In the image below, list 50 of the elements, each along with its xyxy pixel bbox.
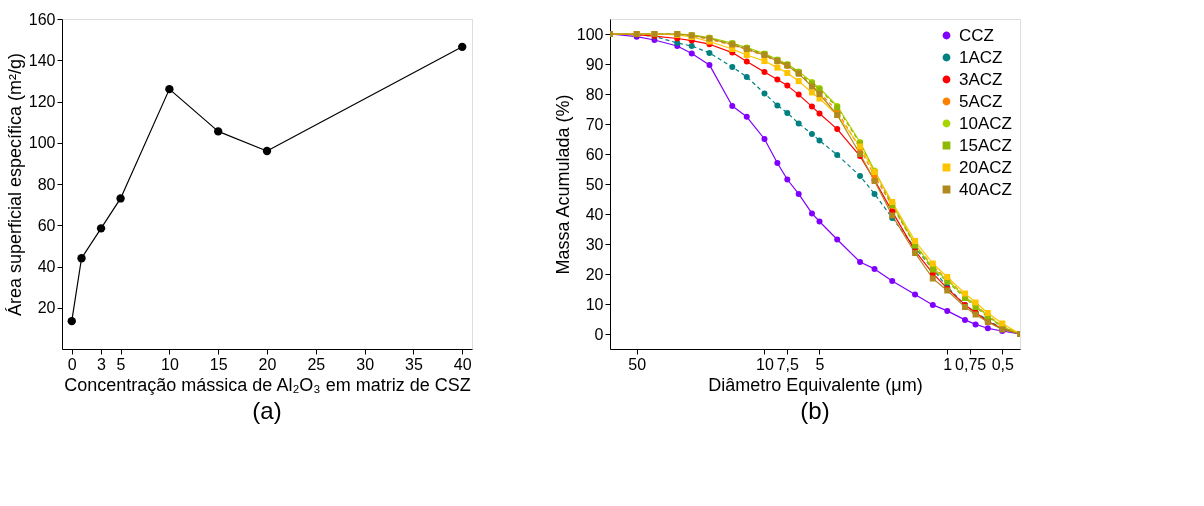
x-tick-label: 50 [628, 355, 647, 373]
x-tick-label: 0,5 [991, 355, 1014, 373]
y-tick-label: 80 [585, 85, 604, 103]
x-tick-label: 7,5 [776, 355, 800, 373]
y-tick-label: 70 [585, 115, 604, 133]
y-tick-label: 60 [37, 216, 56, 234]
legend-label: 10ACZ [959, 113, 1012, 133]
y-tick-label: 30 [585, 235, 604, 253]
x-tick-label: 5 [815, 355, 825, 373]
x-tick-label: 0 [67, 355, 77, 373]
x-tick-label: 40 [453, 355, 472, 373]
legend-label: CCZ [959, 25, 994, 45]
y-axis-title: Área superficial específica (m²/g) [4, 52, 25, 317]
y-tick-label: 90 [585, 55, 604, 73]
y-tick-label: 40 [37, 258, 56, 275]
y-tick-label: 100 [576, 25, 604, 43]
legend-label: 1ACZ [959, 47, 1003, 67]
y-tick-label: 10 [585, 295, 604, 313]
text: (a) [252, 397, 282, 424]
x-tick-label: 35 [405, 355, 423, 373]
x-tick-label: 10 [160, 355, 179, 373]
y-tick-label: 120 [28, 93, 56, 110]
y-tick-label: 100 [28, 134, 56, 152]
text: (b) [800, 397, 830, 424]
x-tick-label: 1 [943, 355, 953, 373]
legend-label: 3ACZ [959, 69, 1003, 89]
y-tick-label: 160 [28, 10, 56, 28]
x-tick-label: 3 [97, 355, 107, 373]
y-tick-label: 0 [594, 325, 604, 343]
x-tick-label: 10 [756, 355, 774, 373]
y-tick-label: 20 [585, 265, 604, 283]
legend-label: 40ACZ [959, 179, 1012, 199]
y-tick-label: 60 [585, 145, 604, 163]
legend-label: 20ACZ [959, 157, 1012, 177]
y-axis-title: Massa Acumulada (%) [552, 94, 573, 275]
x-tick-label: 5 [116, 355, 126, 373]
y-tick-label: 80 [37, 175, 56, 193]
y-tick-label: 20 [37, 299, 56, 317]
y-tick-label: 140 [28, 51, 56, 69]
x-tick-label: 25 [307, 355, 326, 373]
x-tick-label: 20 [258, 355, 277, 373]
x-axis-title: Concentração mássica de Al₂O₃ em matriz de CSZ [64, 374, 471, 395]
x-tick-label: 0,75 [955, 355, 987, 373]
x-tick-label: 30 [356, 355, 375, 373]
legend-label: 15ACZ [959, 135, 1012, 155]
y-tick-label: 50 [585, 175, 604, 193]
x-axis-title: Diâmetro Equivalente (μm) [708, 374, 923, 395]
x-tick-label: 15 [209, 355, 228, 373]
y-tick-label: 40 [585, 205, 604, 223]
legend-label: 5ACZ [959, 91, 1003, 111]
